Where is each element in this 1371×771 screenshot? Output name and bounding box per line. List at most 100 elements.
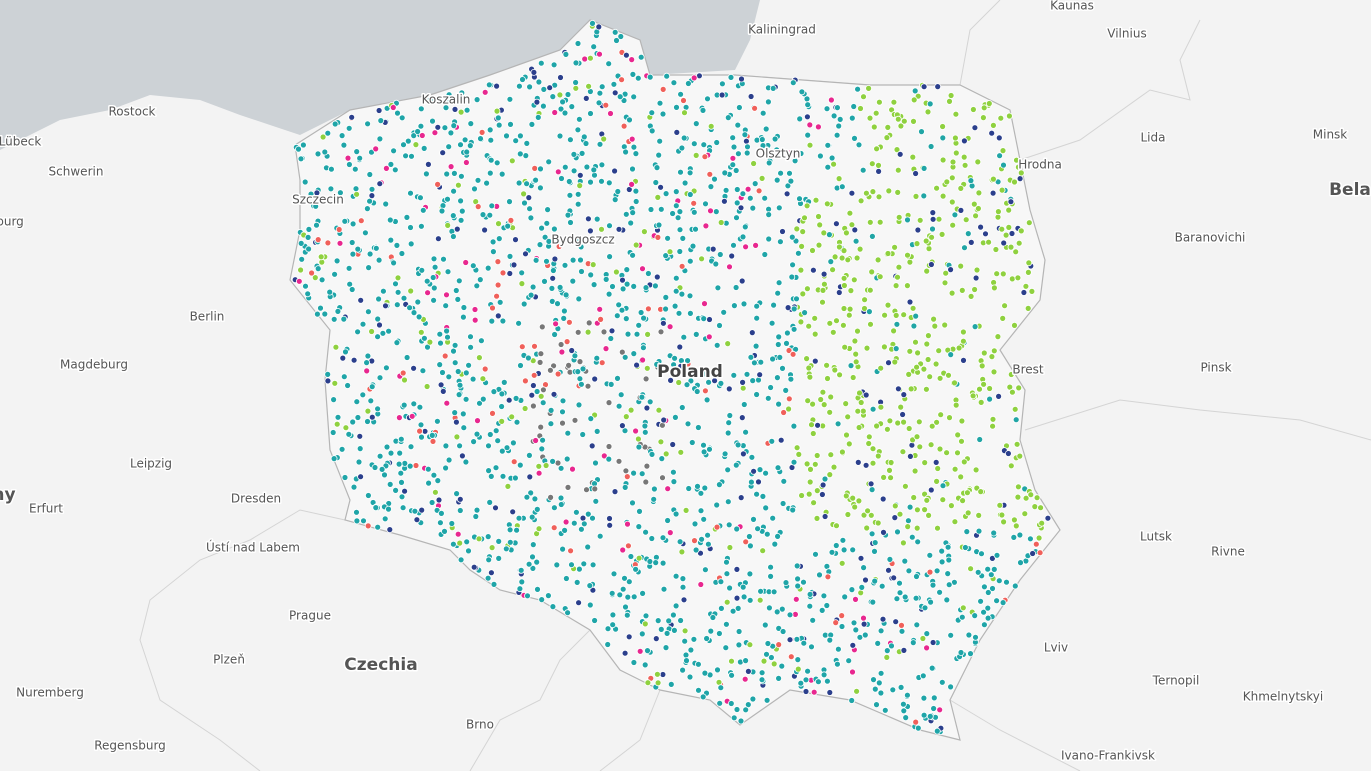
point <box>611 28 619 36</box>
point <box>489 304 496 312</box>
point <box>713 523 721 531</box>
point <box>904 251 911 259</box>
point <box>331 379 339 387</box>
point <box>912 192 920 200</box>
point <box>761 621 769 629</box>
point <box>676 538 684 546</box>
point <box>579 514 587 522</box>
point <box>939 123 946 130</box>
point <box>399 504 407 512</box>
point <box>456 442 464 450</box>
point <box>690 74 698 82</box>
point <box>569 256 577 264</box>
point <box>336 189 344 197</box>
point <box>579 431 587 438</box>
point <box>930 705 937 712</box>
point <box>498 170 506 178</box>
point <box>756 596 764 604</box>
point <box>495 555 503 562</box>
point <box>672 202 680 210</box>
point <box>976 436 984 443</box>
point <box>512 474 519 482</box>
point <box>829 328 837 336</box>
point <box>677 90 684 98</box>
point <box>357 296 365 304</box>
point <box>470 563 478 571</box>
point <box>998 511 1006 519</box>
point <box>877 403 885 411</box>
point <box>804 131 812 139</box>
point <box>610 570 618 578</box>
point <box>348 286 356 293</box>
point <box>771 540 779 548</box>
point <box>977 597 984 605</box>
point <box>321 310 329 318</box>
point <box>862 461 870 469</box>
point <box>687 309 694 317</box>
point <box>759 109 767 117</box>
point <box>900 700 907 708</box>
point <box>492 464 500 472</box>
point <box>785 395 793 403</box>
point <box>767 384 774 391</box>
point <box>709 245 717 253</box>
point <box>877 669 885 677</box>
point <box>951 465 959 473</box>
point <box>407 287 415 295</box>
point <box>758 136 766 143</box>
point <box>764 394 772 402</box>
point <box>356 154 364 162</box>
point <box>732 284 740 291</box>
point <box>642 284 650 292</box>
point <box>967 292 975 300</box>
point <box>506 270 514 277</box>
point <box>792 595 800 603</box>
point <box>1011 405 1019 413</box>
point <box>850 619 858 627</box>
point <box>886 556 894 563</box>
point <box>493 159 501 167</box>
point <box>985 100 993 107</box>
point <box>545 237 553 245</box>
point <box>596 89 604 97</box>
point <box>1025 259 1033 267</box>
point <box>805 364 813 372</box>
point <box>840 546 848 554</box>
point <box>484 264 492 272</box>
point <box>572 79 579 86</box>
point <box>890 574 898 582</box>
point <box>641 228 648 236</box>
point <box>709 614 717 621</box>
point <box>624 593 632 601</box>
point <box>970 106 977 113</box>
point <box>653 164 661 172</box>
point <box>364 492 372 499</box>
point <box>436 519 444 527</box>
point <box>1012 248 1020 256</box>
point <box>972 274 980 282</box>
point <box>311 274 319 282</box>
point <box>542 462 550 469</box>
point <box>919 635 927 642</box>
point <box>609 611 617 619</box>
point <box>948 502 955 510</box>
point <box>368 192 376 200</box>
place-label: Bydgoszcz <box>551 233 614 247</box>
point <box>730 714 738 722</box>
point <box>684 420 692 428</box>
point <box>854 85 861 93</box>
point <box>938 678 946 686</box>
point <box>860 93 867 101</box>
point <box>840 305 848 312</box>
point <box>420 144 428 152</box>
point <box>615 301 623 309</box>
point <box>746 641 754 649</box>
point <box>850 103 858 110</box>
point <box>1007 462 1015 470</box>
point <box>866 308 873 316</box>
point <box>892 345 900 353</box>
point <box>611 488 619 496</box>
point <box>793 562 801 570</box>
place-label: Lviv <box>1044 641 1068 655</box>
point <box>703 396 711 404</box>
